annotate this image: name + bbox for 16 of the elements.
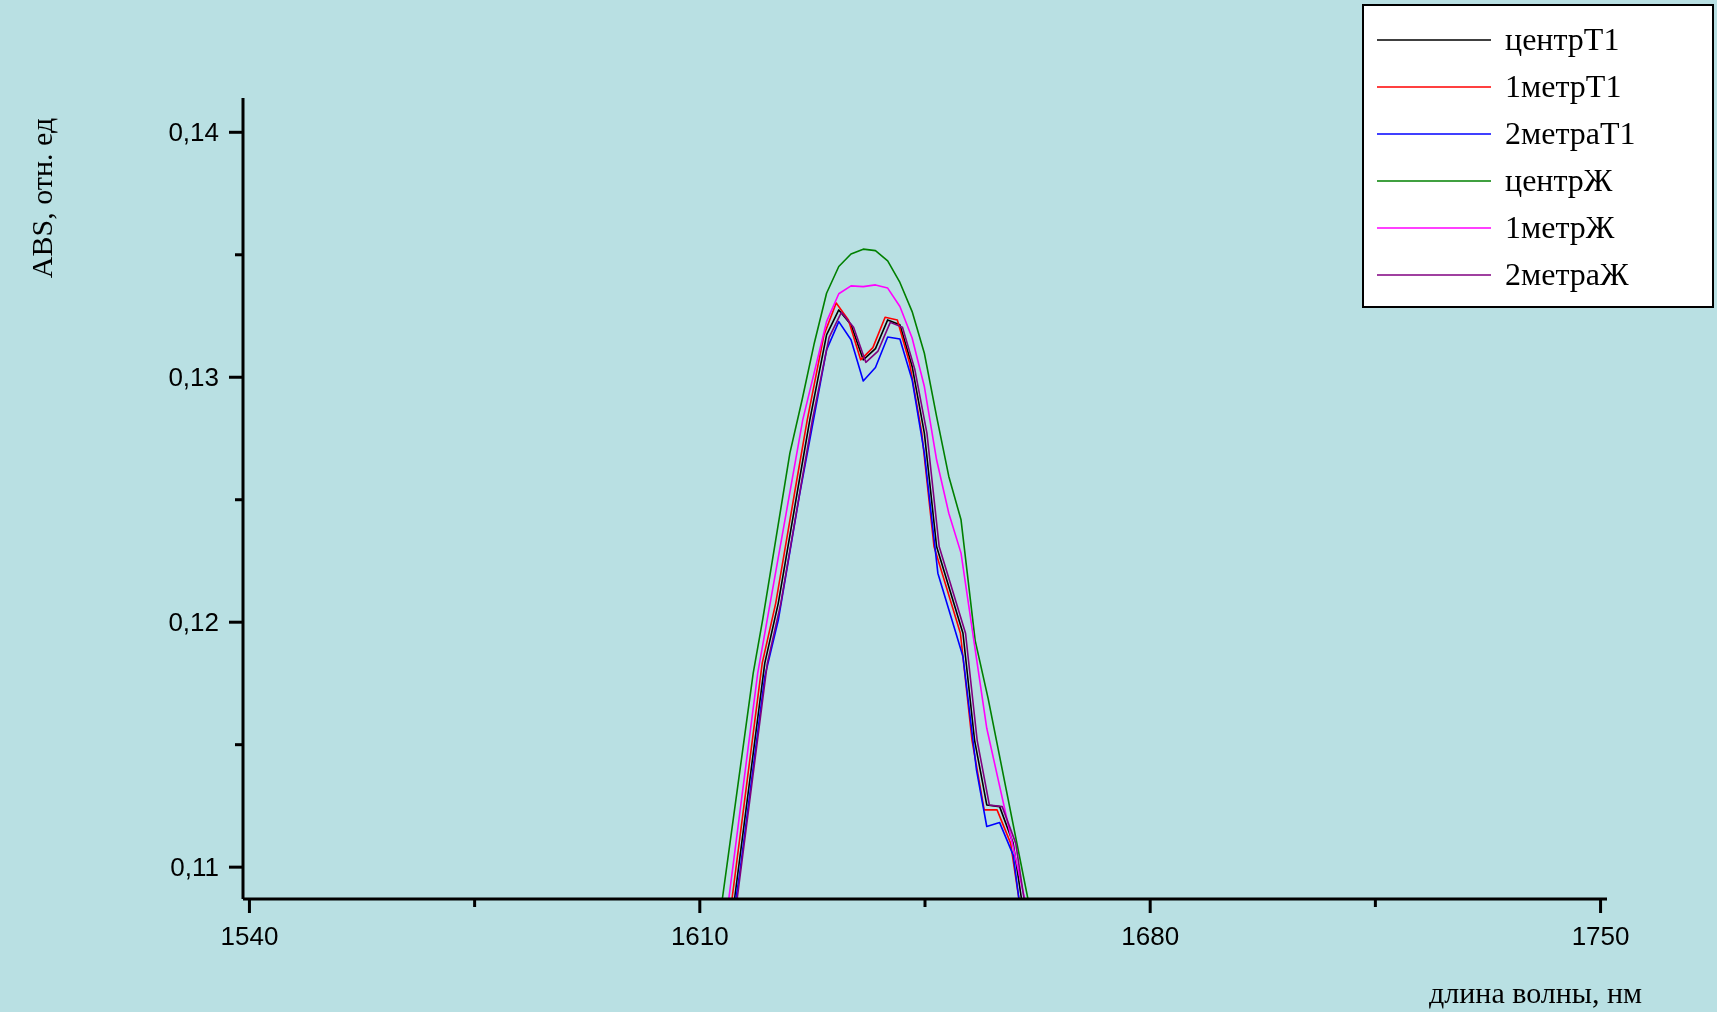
y-tick-label: 0,14: [168, 117, 219, 148]
legend-label: 2метраT1: [1505, 115, 1636, 151]
x-tick-label: 1750: [1571, 921, 1630, 951]
legend-label: 2метраЖ: [1505, 256, 1630, 292]
x-tick-label: 1680: [1121, 921, 1180, 951]
y-axis-title: ABS, отн. ед: [25, 117, 58, 279]
legend-label: центрЖ: [1505, 162, 1613, 198]
x-tick-label: 1540: [220, 921, 279, 951]
y-tick-label: 0,12: [168, 607, 219, 638]
y-tick-label: 0,13: [168, 362, 219, 393]
legend-label: центрT1: [1505, 21, 1620, 57]
y-tick-label: 0,11: [170, 852, 219, 883]
x-axis-title: длина волны, нм: [1429, 976, 1643, 1009]
x-tick-label: 1610: [670, 921, 729, 951]
legend-label: 1метрЖ: [1505, 209, 1615, 245]
legend-label: 1метрT1: [1505, 68, 1622, 104]
